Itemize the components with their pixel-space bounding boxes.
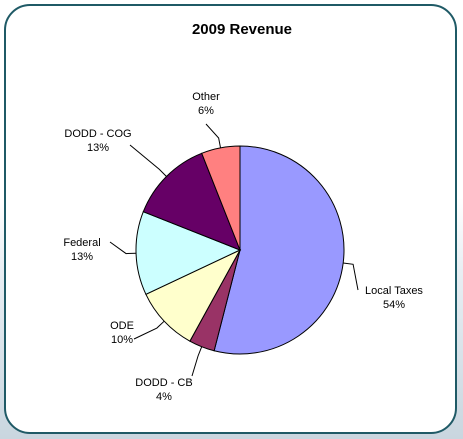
slice-percent-dodd-cb: 4% [156,391,172,403]
leader-line-dodd-cb [191,346,203,377]
pie-slice-other [201,145,241,251]
leader-line-federal [109,241,137,255]
leader-line-other [205,123,222,148]
slice-label-other: Other [192,91,220,103]
chart-frame: 2009 Revenue Local Taxes 54% DODD - CB 4% OD… [4,4,457,434]
slice-percent-local-taxes: 54% [383,299,405,311]
chart-title: 2009 Revenue [192,21,292,38]
slice-label-ode: ODE [110,320,134,332]
slice-label-dodd-cog: DODD - COG [64,128,131,140]
slice-label-dodd-cb: DODD - CB [135,377,192,389]
slice-percent-ode: 10% [111,334,133,346]
pie-slice-local-taxes [213,145,345,355]
pie-slices [135,145,345,355]
slice-percent-other: 6% [198,105,214,117]
slice-percent-dodd-cog: 13% [87,142,109,154]
slice-percent-federal: 13% [71,251,93,263]
leader-lines [109,123,359,377]
slice-label-local-taxes: Local Taxes [365,285,423,297]
leader-line-local-taxes [343,262,359,291]
leader-line-dodd-cog [129,144,167,177]
slice-label-federal: Federal [63,237,100,249]
slice-labels: Local Taxes 54% DODD - CB 4% ODE 10% Federal 13… [63,91,423,403]
leader-line-ode [133,320,165,340]
pie-chart: 2009 Revenue Local Taxes 54% DODD - CB 4% OD… [63,21,423,403]
